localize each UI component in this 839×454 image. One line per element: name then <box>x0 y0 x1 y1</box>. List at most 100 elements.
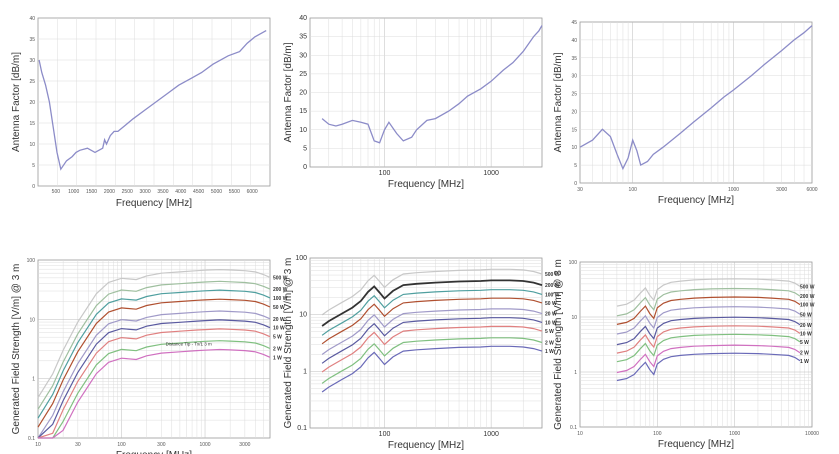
gridlines <box>38 18 270 186</box>
x-tick-label: 1000 <box>68 189 79 195</box>
series-label: 5 W <box>800 340 809 346</box>
field-strength-chart-3: 0.1 1 10 100 10 100 1000 10000 Frequency [MHz] Ge… <box>553 240 839 454</box>
gridlines <box>580 22 812 183</box>
antenna-factor-chart-2-svg: 0 5 10 15 20 25 30 35 40 100 1000 Frequency [MHz] An… <box>283 15 543 190</box>
y-tick-label: 0 <box>574 181 577 187</box>
chart-annotation: Distance Tip - Tx/1 3 m <box>166 341 212 346</box>
y-tick-label: 20 <box>571 109 577 115</box>
y-tick-label: 100 <box>569 260 578 266</box>
series-label: 500 W <box>273 275 288 281</box>
x-tick-label: 500 <box>52 189 61 195</box>
series-line <box>321 268 543 316</box>
series-label: 20 W <box>545 312 557 318</box>
series-line <box>321 325 543 373</box>
x-axis-title: Frequency [MHz] <box>116 198 192 209</box>
y-tick-label: 1 <box>32 377 35 383</box>
x-tick-label: 3500 <box>157 189 168 195</box>
y-tick-label: 0 <box>303 164 307 171</box>
series-label: 20 W <box>273 317 285 323</box>
series-label: 100 W <box>545 292 560 298</box>
series-line <box>616 316 801 346</box>
series-label: 50 W <box>800 312 812 318</box>
y-tick-label: 40 <box>29 16 35 22</box>
y-tick-label: 100 <box>27 258 36 264</box>
series-label: 100 W <box>273 296 288 302</box>
antenna-factor-chart-3-svg: 0 5 10 15 20 25 30 35 40 45 30 100 1000 3000 6000 Frequ… <box>553 20 818 206</box>
y-tick-label: 10 <box>571 145 577 151</box>
series-line <box>616 278 801 307</box>
x-tick-label: 10000 <box>805 431 819 437</box>
series-line <box>321 297 543 345</box>
y-tick-label: 30 <box>29 58 35 64</box>
gridlines <box>310 18 542 167</box>
y-tick-label: 1 <box>574 370 577 376</box>
series-line <box>616 325 801 354</box>
x-axis-title: Frequency [MHz] <box>658 195 734 206</box>
x-tick-label: 1500 <box>86 189 97 195</box>
series-label: 2 W <box>273 346 282 352</box>
y-axis-title: Antenna Factor [dB/m] <box>283 42 294 142</box>
series-label: 50 W <box>273 305 285 311</box>
y-tick-label: 10 <box>299 127 307 134</box>
series-label: 5 W <box>545 329 554 335</box>
y-tick-label: 0.1 <box>570 425 577 431</box>
series-label: 5 W <box>273 335 282 341</box>
x-tick-label: 30 <box>75 442 81 448</box>
series-line <box>321 345 543 393</box>
x-tick-label: 100 <box>653 431 662 437</box>
series-line <box>616 352 801 382</box>
y-tick-label: 5 <box>32 163 35 169</box>
y-axis-title: Antenna Factor [dB/m] <box>11 52 22 152</box>
antenna-factor-chart-2: 0 5 10 15 20 25 30 35 40 100 1000 Frequency [MHz] An… <box>280 0 560 215</box>
x-tick-label: 6000 <box>806 187 817 193</box>
series-line <box>321 337 543 384</box>
y-tick-label: 40 <box>299 15 307 22</box>
series-line <box>38 30 267 171</box>
series-line <box>37 298 271 428</box>
y-tick-label: 1 <box>303 368 307 375</box>
y-tick-label: 25 <box>571 92 577 98</box>
y-tick-label: 40 <box>571 38 577 44</box>
plot-area <box>579 261 813 428</box>
field-strength-chart-1: 0.1 1 10 100 10 30 100 300 1000 3000 Frequency [MH… <box>0 240 288 454</box>
series-line <box>321 289 543 336</box>
y-tick-label: 15 <box>571 127 577 133</box>
y-tick-label: 0 <box>32 184 35 190</box>
x-axis-title: Frequency [MHz] <box>658 439 734 450</box>
x-tick-label: 4000 <box>175 189 186 195</box>
series-label: 100 W <box>800 303 815 309</box>
antenna-factor-chart-3: 0 5 10 15 20 25 30 35 40 45 30 100 1000 3000 6000 Frequ… <box>553 0 839 215</box>
y-tick-label: 10 <box>29 142 35 148</box>
series-line <box>321 308 543 355</box>
x-tick-label: 4500 <box>193 189 204 195</box>
x-axis-title: Frequency [MHz] <box>116 450 192 454</box>
x-tick-label: 100 <box>379 170 391 177</box>
y-tick-label: 0.1 <box>28 436 35 442</box>
x-tick-label: 10 <box>35 442 41 448</box>
y-tick-label: 35 <box>29 37 35 43</box>
y-tick-label: 10 <box>571 315 577 321</box>
series-label: 10 W <box>273 326 285 332</box>
series-line <box>579 25 813 171</box>
y-tick-label: 30 <box>571 74 577 80</box>
series-line <box>616 333 801 363</box>
y-tick-label: 10 <box>29 317 35 323</box>
x-tick-label: 10 <box>577 431 583 437</box>
x-tick-label: 1000 <box>199 442 210 448</box>
x-axis-title: Frequency [MHz] <box>388 440 464 451</box>
x-tick-label: 100 <box>379 431 391 438</box>
y-tick-label: 100 <box>295 255 307 262</box>
series-label: 500 W <box>800 284 815 290</box>
series-line <box>616 306 801 335</box>
x-tick-label: 5500 <box>229 189 240 195</box>
series-label: 20 W <box>800 323 812 329</box>
series-line <box>321 25 543 144</box>
series-line <box>616 344 801 374</box>
y-tick-label: 15 <box>299 108 307 115</box>
series-label: 50 W <box>545 301 557 307</box>
series-line <box>616 296 801 325</box>
series-label: 200 W <box>545 283 560 289</box>
series-label: 200 W <box>800 294 815 300</box>
y-tick-label: 35 <box>571 56 577 62</box>
x-tick-label: 3000 <box>140 189 151 195</box>
